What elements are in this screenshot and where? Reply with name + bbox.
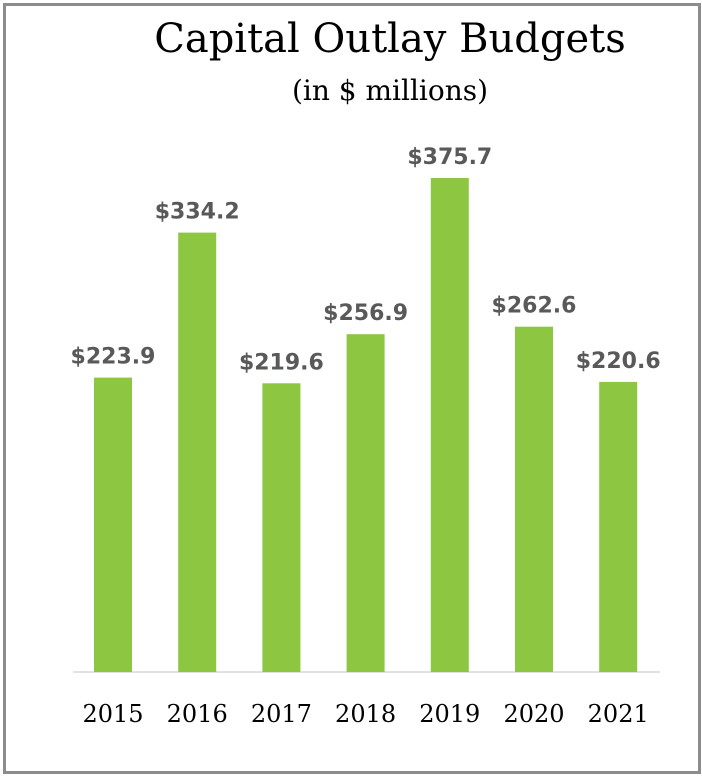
bar-2015 [94, 377, 132, 672]
x-tick-label-2021: 2021 [588, 700, 649, 728]
bar-2018 [346, 334, 385, 672]
x-tick-label-2015: 2015 [82, 700, 143, 728]
x-tick-label-2017: 2017 [251, 700, 312, 728]
x-tick-label-2019: 2019 [419, 700, 480, 728]
data-label-2015: $223.9 [71, 345, 156, 370]
bar-2017 [262, 383, 301, 672]
x-tick-label-2016: 2016 [167, 700, 228, 728]
x-tick-label-2020: 2020 [503, 700, 564, 728]
bar-2021 [599, 381, 638, 672]
data-label-2017: $219.6 [239, 350, 324, 375]
bar-2020 [515, 326, 553, 672]
data-label-2020: $262.6 [492, 294, 577, 319]
chart-subtitle: (in $ millions) [291, 74, 489, 107]
data-label-2019: $375.7 [407, 145, 492, 170]
data-label-2018: $256.9 [323, 301, 408, 326]
bar-2016 [178, 232, 217, 672]
bar-2019 [430, 178, 469, 672]
data-label-2016: $334.2 [155, 200, 240, 225]
chart-title: Capital Outlay Budgets [154, 16, 626, 62]
data-label-2021: $220.6 [576, 349, 661, 374]
x-tick-label-2018: 2018 [335, 700, 396, 728]
